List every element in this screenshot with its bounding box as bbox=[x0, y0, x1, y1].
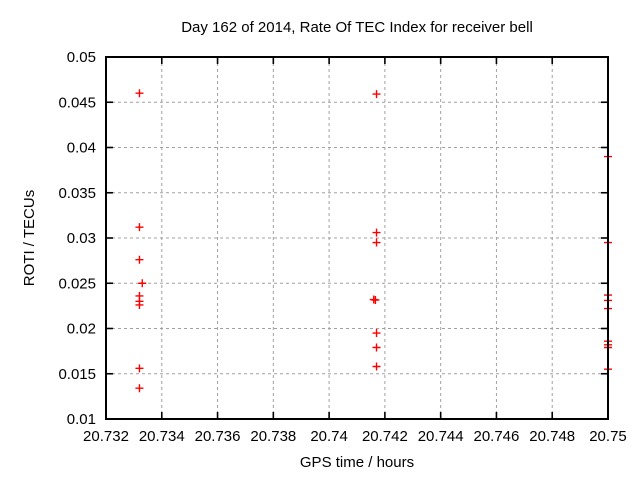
y-tick-label: 0.025 bbox=[58, 275, 96, 292]
plus-marker-icon bbox=[135, 223, 144, 232]
y-tick-label: 0.03 bbox=[67, 230, 96, 247]
chart-title: Day 162 of 2014, Rate Of TEC Index for r… bbox=[181, 19, 533, 36]
x-tick-label: 20.746 bbox=[473, 428, 519, 445]
x-tick-label: 20.748 bbox=[529, 428, 575, 445]
y-axis-label: ROTI / TECUs bbox=[21, 190, 38, 286]
plus-marker-icon bbox=[372, 343, 381, 352]
x-tick-label: 20.744 bbox=[418, 428, 464, 445]
plus-marker-icon bbox=[135, 300, 144, 309]
y-tick-label: 0.01 bbox=[67, 411, 96, 428]
plus-marker-icon bbox=[372, 90, 381, 99]
plus-marker-icon bbox=[135, 384, 144, 393]
data-points bbox=[135, 89, 612, 393]
plus-marker-icon bbox=[135, 89, 144, 98]
plus-marker-icon bbox=[135, 364, 144, 373]
y-tick-label: 0.045 bbox=[58, 94, 96, 111]
y-tick-label: 0.02 bbox=[67, 321, 96, 338]
plus-marker-icon bbox=[372, 362, 381, 371]
y-tick-label: 0.035 bbox=[58, 185, 96, 202]
plus-marker-icon bbox=[372, 238, 381, 247]
x-tick-label: 20.736 bbox=[195, 428, 241, 445]
x-axis-label: GPS time / hours bbox=[300, 454, 414, 471]
y-tick-label: 0.015 bbox=[58, 366, 96, 383]
y-tick-label: 0.04 bbox=[67, 140, 96, 157]
x-tick-label: 20.742 bbox=[362, 428, 408, 445]
grid-lines bbox=[106, 57, 608, 419]
plus-marker-icon bbox=[138, 279, 147, 288]
plus-marker-icon bbox=[372, 329, 381, 338]
tick-labels: 20.732 20.734 20.736 20.738 20.74 20.742 20.74… bbox=[58, 49, 626, 445]
plus-marker-icon bbox=[372, 228, 381, 237]
y-tick-label: 0.05 bbox=[67, 49, 96, 66]
x-tick-label: 20.734 bbox=[139, 428, 185, 445]
plot-border bbox=[105, 56, 609, 420]
x-tick-label: 20.738 bbox=[250, 428, 296, 445]
plus-marker-icon bbox=[135, 255, 144, 264]
plus-marker-icon bbox=[371, 295, 380, 304]
x-tick-label: 20.74 bbox=[310, 428, 348, 445]
x-tick-label: 20.732 bbox=[83, 428, 129, 445]
x-tick-label: 20.75 bbox=[589, 428, 627, 445]
plot-frame bbox=[105, 56, 609, 420]
